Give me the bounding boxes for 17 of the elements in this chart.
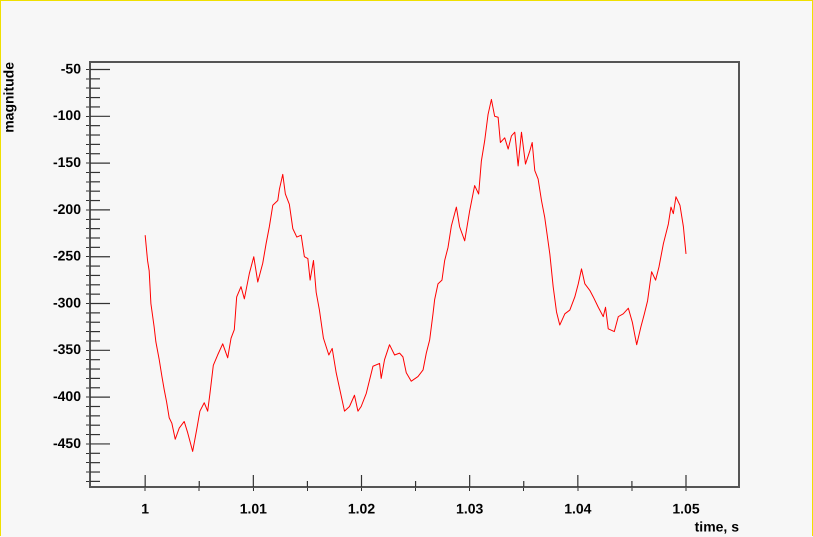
y-tick-label: -250 bbox=[52, 248, 82, 264]
y-tick-label: -100 bbox=[52, 107, 82, 124]
x-tick-label: 1.05 bbox=[672, 500, 700, 516]
y-tick-label: -200 bbox=[52, 200, 82, 217]
y-tick-label: -300 bbox=[52, 294, 82, 310]
y-tick-label: -150 bbox=[52, 154, 82, 170]
y-axis-title: magnitude bbox=[0, 62, 16, 133]
y-tick-label: -350 bbox=[52, 341, 82, 358]
x-tick-label: 1.02 bbox=[348, 500, 376, 516]
x-tick-label: 1.01 bbox=[240, 500, 268, 516]
y-tick-label: -400 bbox=[52, 388, 82, 404]
y-tick-label: -450 bbox=[52, 434, 82, 451]
x-tick-label: 1.03 bbox=[456, 500, 484, 516]
x-tick-label: 1.04 bbox=[564, 500, 592, 516]
x-axis-title: time, s bbox=[694, 518, 740, 534]
y-tick-label: -50 bbox=[60, 60, 82, 76]
x-tick-label: 1 bbox=[141, 500, 150, 516]
